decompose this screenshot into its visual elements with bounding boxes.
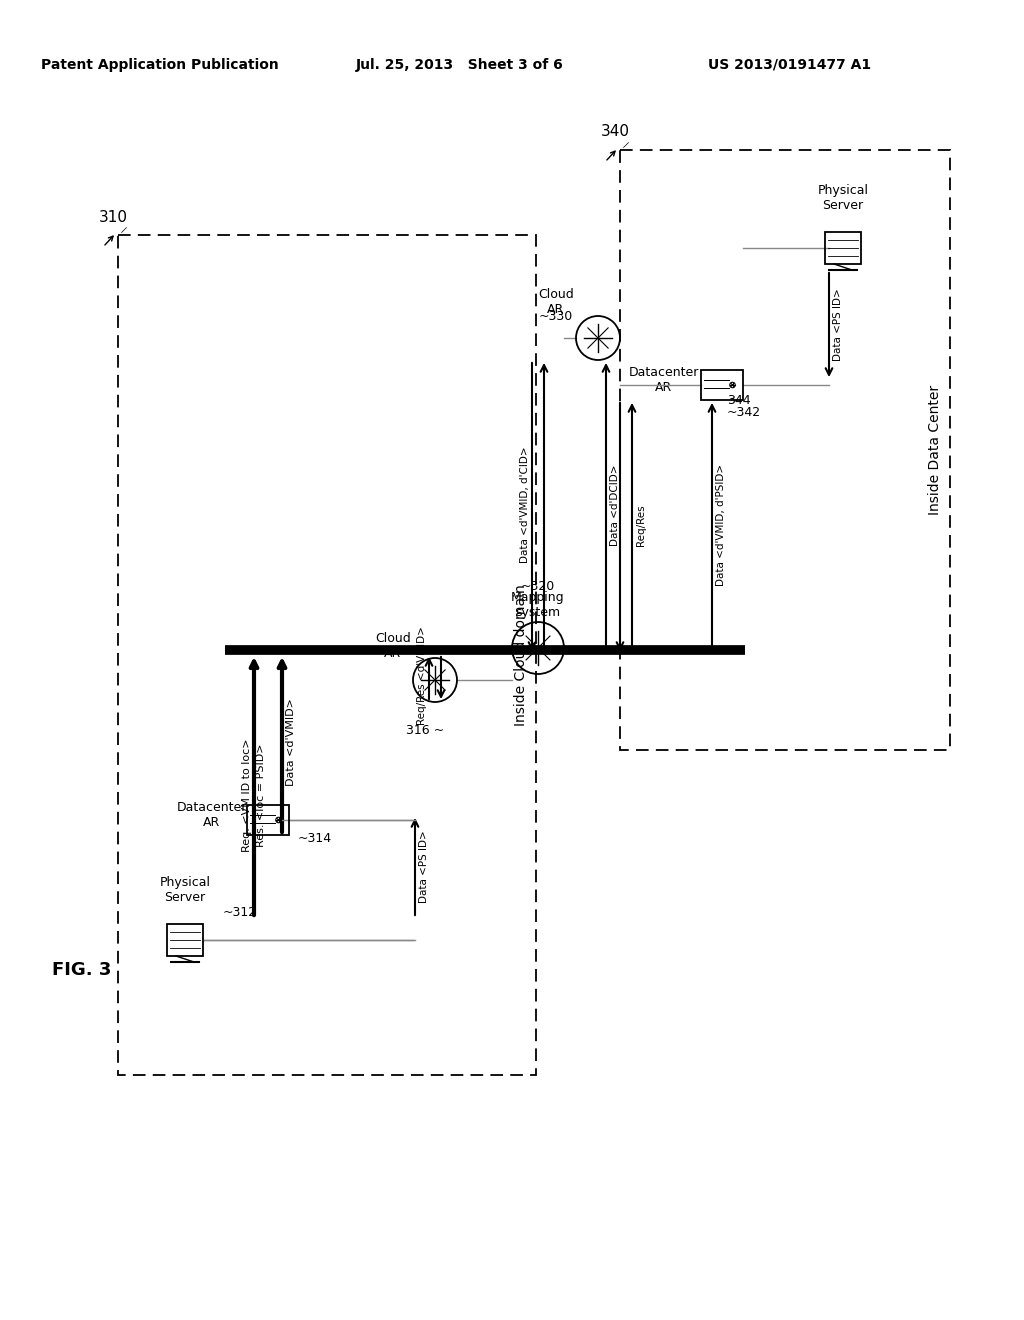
Text: Req. <VM ID to loc>: Req. <VM ID to loc> — [242, 738, 252, 851]
Text: 316 ~: 316 ~ — [406, 723, 444, 737]
Text: —: — — [620, 139, 632, 152]
Text: Data <PS ID>: Data <PS ID> — [833, 289, 843, 362]
Text: Jul. 25, 2013   Sheet 3 of 6: Jul. 25, 2013 Sheet 3 of 6 — [356, 58, 564, 73]
Text: Inside Data Center: Inside Data Center — [928, 385, 942, 515]
Text: ~314: ~314 — [298, 832, 332, 845]
Text: ~320: ~320 — [521, 579, 555, 593]
Text: Patent Application Publication: Patent Application Publication — [41, 58, 279, 73]
Text: US 2013/0191477 A1: US 2013/0191477 A1 — [709, 58, 871, 73]
Text: Cloud
AR: Cloud AR — [539, 288, 573, 315]
Text: 344: 344 — [727, 393, 751, 407]
Text: 340: 340 — [600, 124, 630, 140]
Text: ~342: ~342 — [727, 407, 761, 420]
Text: Datacenter
AR: Datacenter AR — [177, 801, 247, 829]
Bar — [701, 370, 743, 400]
Text: Mapping
system: Mapping system — [511, 591, 565, 619]
Text: Cloud
AR: Cloud AR — [375, 632, 411, 660]
Bar — [247, 805, 289, 836]
Text: ~312: ~312 — [223, 906, 257, 919]
Text: Data <d'VMID, d'PSID>: Data <d'VMID, d'PSID> — [716, 463, 726, 586]
Text: Data <d'VMID, d'CID>: Data <d'VMID, d'CID> — [520, 446, 530, 564]
Bar — [825, 232, 861, 264]
Text: Data <d'VMID>: Data <d'VMID> — [286, 698, 296, 787]
Text: Datacenter
AR: Datacenter AR — [629, 366, 699, 393]
Text: Inside Cloud domain: Inside Cloud domain — [514, 585, 528, 726]
Text: Req/Res: Req/Res — [636, 504, 646, 545]
Text: 310: 310 — [98, 210, 128, 224]
Text: Res. <loc = PSID>: Res. <loc = PSID> — [256, 743, 266, 846]
Text: —: — — [118, 224, 130, 236]
Bar — [167, 924, 203, 956]
Text: Physical
Server: Physical Server — [817, 183, 868, 213]
Text: Req/Res <d'VMID>: Req/Res <d'VMID> — [417, 627, 427, 726]
Text: Data <d'DCID>: Data <d'DCID> — [610, 465, 620, 545]
Text: ~330: ~330 — [539, 309, 573, 322]
Text: FIG. 3: FIG. 3 — [52, 961, 112, 979]
Text: Data <PS ID>: Data <PS ID> — [419, 830, 429, 903]
Text: Physical
Server: Physical Server — [160, 876, 211, 904]
